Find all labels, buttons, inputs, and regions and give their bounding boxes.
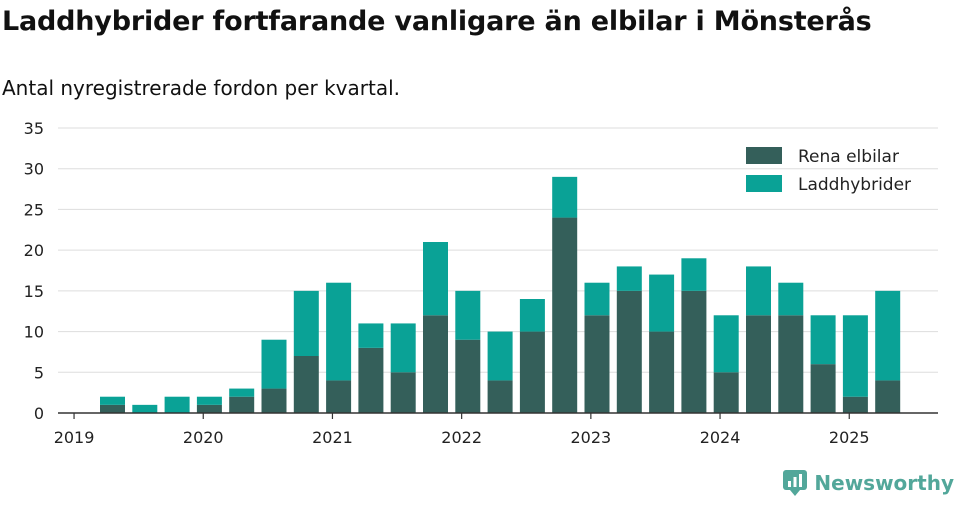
chart-title: Laddhybrider fortfarande vanligare än el…: [2, 6, 872, 37]
bar-laddhybrider: [132, 404, 158, 413]
bar-laddhybrider: [358, 323, 384, 348]
bar-rena-elbilar: [584, 315, 610, 413]
bar-rena-elbilar: [293, 356, 319, 413]
x-tick-label: 2023: [570, 428, 611, 447]
y-tick-label: 25: [24, 200, 44, 219]
bar-rena-elbilar: [358, 347, 384, 413]
bar-laddhybrider: [519, 299, 545, 332]
bar-rena-elbilar: [326, 380, 352, 413]
y-tick-label: 35: [24, 119, 44, 138]
legend-label: Laddhybrider: [798, 175, 911, 195]
brand-name: Newsworthy: [814, 471, 954, 495]
y-tick-label: 10: [24, 323, 44, 342]
y-tick-label: 5: [34, 363, 44, 382]
bar-rena-elbilar: [100, 404, 125, 413]
bar-rena-elbilar: [875, 380, 901, 413]
bar-laddhybrider: [649, 274, 675, 332]
bar-laddhybrider: [100, 396, 125, 405]
bar-laddhybrider: [713, 315, 739, 373]
x-tick-label: 2024: [700, 428, 741, 447]
bar-laddhybrider: [423, 242, 448, 316]
newsworthy-brand: Newsworthy: [782, 469, 954, 497]
bar-laddhybrider: [261, 339, 287, 389]
x-tick-label: 2020: [183, 428, 224, 447]
legend-swatch: [746, 175, 782, 192]
bar-laddhybrider: [810, 315, 836, 365]
bar-rena-elbilar: [196, 404, 222, 413]
x-tick-label: 2021: [312, 428, 353, 447]
bar-rena-elbilar: [778, 315, 804, 413]
bar-laddhybrider: [681, 258, 707, 291]
bar-rena-elbilar: [487, 380, 513, 413]
bar-laddhybrider: [455, 290, 481, 340]
bar-rena-elbilar: [810, 364, 836, 413]
bar-laddhybrider: [584, 282, 610, 316]
bar-laddhybrider: [842, 315, 868, 397]
bar-rena-elbilar: [649, 331, 675, 413]
legend-label: Rena elbilar: [798, 147, 899, 167]
x-tick-label: 2019: [54, 428, 95, 447]
bar-laddhybrider: [229, 388, 255, 397]
bar-rena-elbilar: [390, 372, 416, 413]
x-tick-label: 2022: [441, 428, 482, 447]
bar-laddhybrider: [875, 290, 901, 381]
bar-rena-elbilar: [681, 290, 707, 413]
bar-rena-elbilar: [746, 315, 771, 413]
bar-laddhybrider: [293, 290, 319, 356]
bar-laddhybrider: [487, 331, 513, 381]
bar-rena-elbilar: [423, 315, 448, 413]
bar-laddhybrider: [164, 396, 190, 413]
y-tick-label: 30: [24, 160, 44, 179]
bar-laddhybrider: [390, 323, 416, 373]
bar-rena-elbilar: [616, 290, 642, 413]
y-tick-label: 0: [34, 404, 44, 423]
x-tick-label: 2025: [829, 428, 870, 447]
y-tick-label: 15: [24, 282, 44, 301]
bar-rena-elbilar: [261, 388, 287, 413]
bar-rena-elbilar: [713, 372, 739, 413]
bar-rena-elbilar: [229, 396, 255, 413]
bar-laddhybrider: [746, 266, 771, 316]
bar-rena-elbilar: [552, 217, 578, 413]
bar-rena-elbilar: [519, 331, 545, 413]
bar-rena-elbilar: [455, 339, 481, 413]
newsworthy-logo-icon: [783, 470, 808, 496]
bar-laddhybrider: [616, 266, 642, 291]
y-tick-label: 20: [24, 241, 44, 260]
bar-laddhybrider: [552, 176, 578, 218]
legend-swatch: [746, 147, 782, 164]
chart-subtitle: Antal nyregistrerade fordon per kvartal.: [2, 76, 401, 100]
bar-laddhybrider: [196, 396, 222, 405]
bar-laddhybrider: [778, 282, 804, 316]
bar-rena-elbilar: [842, 396, 868, 413]
bar-laddhybrider: [326, 282, 352, 381]
